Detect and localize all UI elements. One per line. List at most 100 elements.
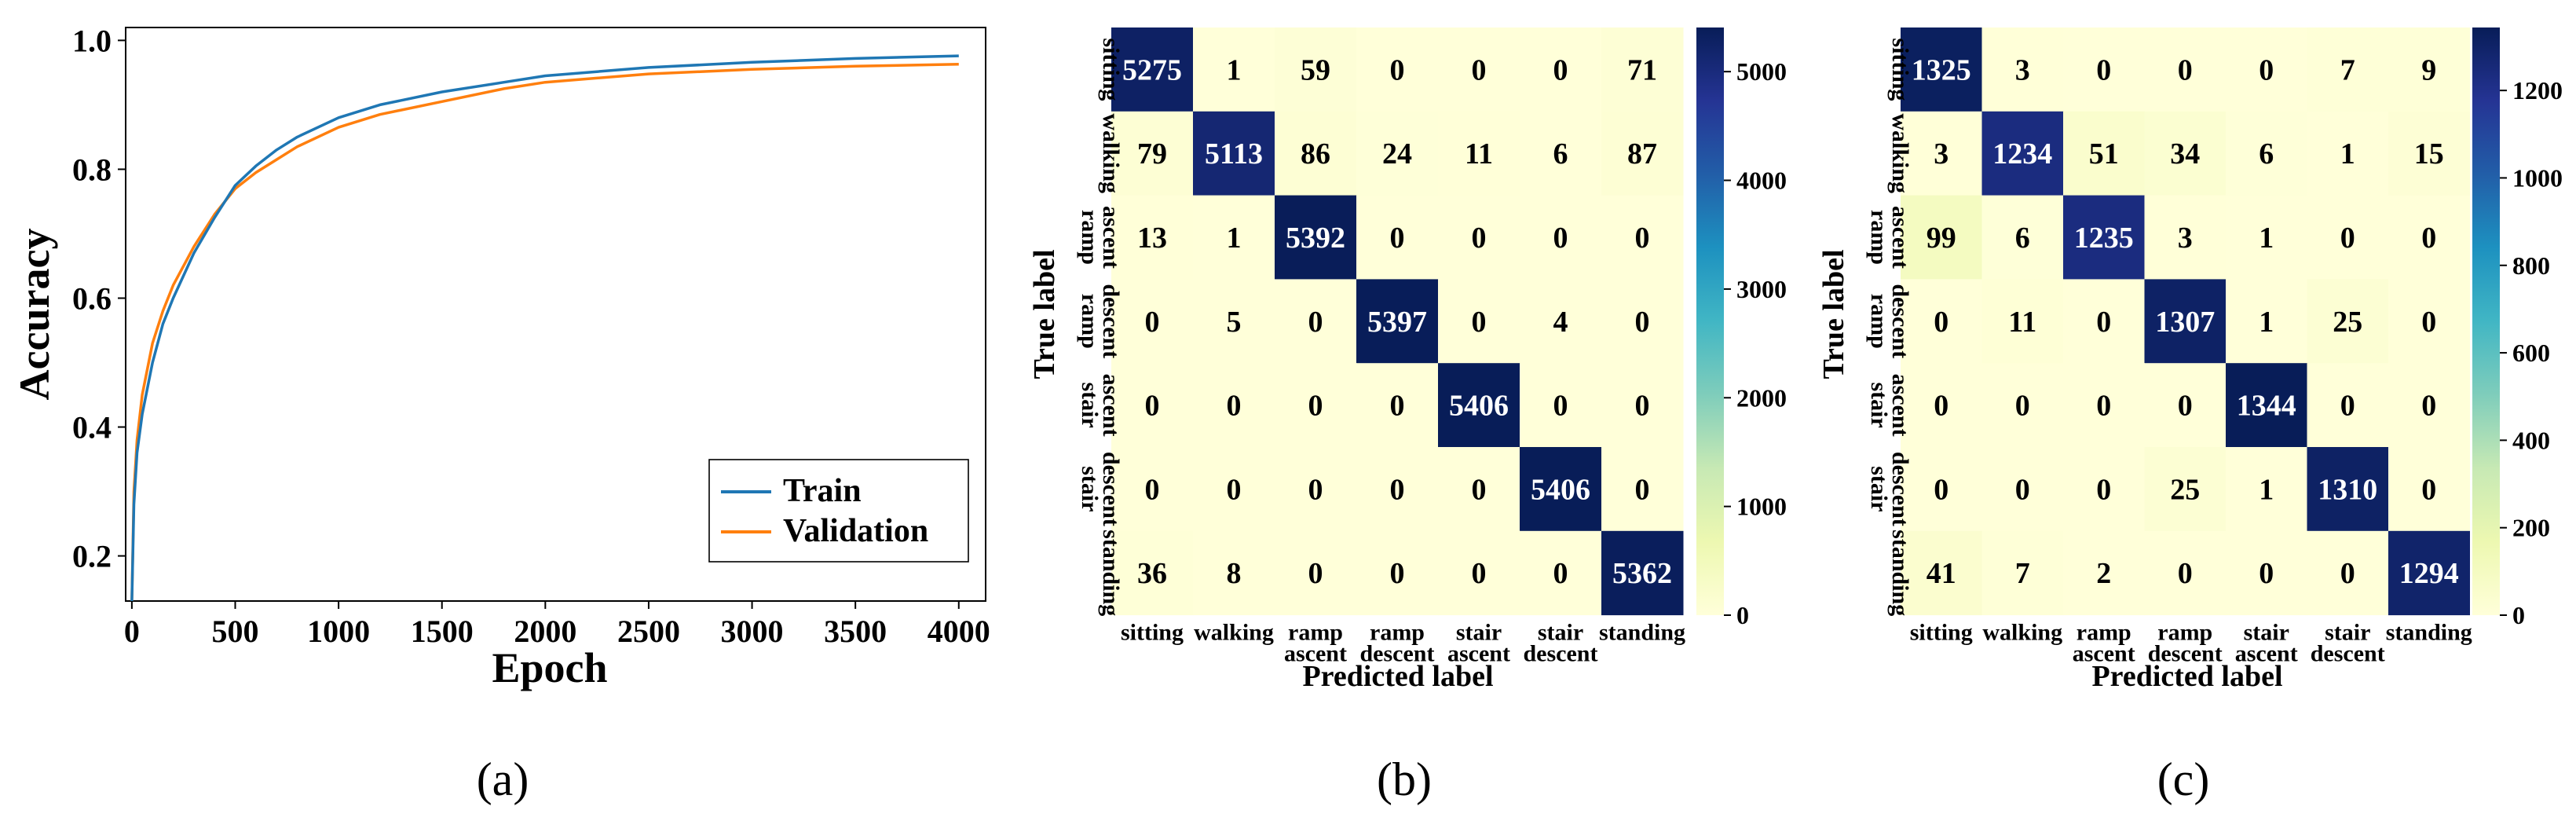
colorbar (2472, 27, 2500, 615)
axis-ticks: 0 500 1000 1500 2000 2500 3000 3500 4000 0.2 0.4 0.… (72, 23, 990, 649)
matrix-cell (2144, 27, 2227, 112)
cell-value: 0 (1390, 222, 1405, 255)
cell-value: 0 (1934, 473, 1948, 506)
cell-value: 8 (1227, 557, 1242, 590)
matrix-cell (1981, 530, 2064, 616)
cell-value: 5113 (1205, 137, 1263, 170)
cell-value: 0 (2096, 390, 2111, 423)
matrix-cell (1356, 195, 1439, 280)
matrix-cell (2063, 195, 2145, 280)
matrix-cell (1193, 447, 1275, 532)
panel-label-b: (b) (1377, 753, 1432, 805)
matrix-cell (1438, 195, 1520, 280)
colorbar-tick-label: 1200 (2512, 76, 2563, 104)
matrix-cell (1111, 27, 1194, 112)
matrix-cell (1520, 111, 1602, 196)
matrix-cell (2063, 279, 2145, 364)
cell-value: 6 (1553, 137, 1568, 170)
x-tick-label-walking: walking (1194, 620, 1274, 646)
matrix-cell (1601, 111, 1684, 196)
matrix-cell (2226, 530, 2307, 616)
y-tick-label: 0.8 (72, 152, 112, 187)
matrix-cell (1520, 363, 1602, 448)
matrix-cell (1901, 447, 1982, 532)
matrix-cell (1601, 27, 1684, 112)
cell-value: 0 (2421, 473, 2436, 506)
matrix-cell (1520, 530, 1602, 616)
cell-value: 3 (2178, 222, 2193, 255)
cell-value: 1310 (2318, 473, 2377, 506)
x-tick-label-ramp-ascent: ramp ascent (1284, 620, 1347, 667)
matrix-cell (1520, 195, 1602, 280)
matrix-cell (1601, 195, 1684, 280)
y-tick-label-standing: standing (1887, 530, 1913, 616)
matrix-cell (2226, 27, 2307, 112)
x-tick-label-stair-descent: stair descent (1524, 620, 1598, 667)
matrix-cell (1901, 111, 1982, 196)
y-tick-label-walking: walking (1098, 113, 1124, 193)
matrix-cell (1601, 363, 1684, 448)
matrix-cell (1901, 195, 1982, 280)
cell-value: 1 (2340, 137, 2355, 170)
matrix-cell (1275, 363, 1357, 448)
x-tick-label: 2500 (617, 614, 680, 649)
cell-value: 0 (2015, 390, 2030, 423)
matrix-cell (1438, 363, 1520, 448)
cell-value: 11 (2008, 306, 2036, 339)
matrix-cell (1438, 447, 1520, 532)
cell-value: 0 (2015, 473, 2030, 506)
matrix-cell (1901, 27, 1982, 112)
matrix-cell (1275, 27, 1357, 112)
legend-label-validation: Validation (783, 513, 928, 549)
x-tick-labels: sitting walking ramp ascent ramp descent stair… (1121, 620, 1685, 667)
matrix-cell (1275, 279, 1357, 364)
cell-value: 1 (2259, 306, 2274, 339)
cell-value: 0 (2096, 53, 2111, 86)
x-tick-label: 500 (212, 614, 259, 649)
cell-value: 0 (1472, 53, 1487, 86)
matrix-cell (1356, 447, 1439, 532)
matrix-cell (2388, 27, 2470, 112)
cell-value: 7 (2340, 53, 2355, 86)
matrix-cell (2307, 363, 2389, 448)
cell-value: 5406 (1449, 390, 1509, 423)
cell-value: 0 (1635, 306, 1650, 339)
matrix-cell (2226, 195, 2307, 280)
series-line-train (130, 54, 959, 602)
matrix-cell (2226, 279, 2307, 364)
x-tick-label-stair-ascent: stair ascent (1447, 620, 1510, 667)
cell-value: 0 (1553, 53, 1568, 86)
matrix-cell (1356, 279, 1439, 364)
cell-value: 1235 (2074, 222, 2134, 255)
x-tick-label: 1500 (411, 614, 474, 649)
matrix-cell (2388, 195, 2470, 280)
legend: Train Validation (708, 459, 969, 563)
cell-value: 7 (2015, 557, 2030, 590)
y-axis-label: Accuracy (11, 229, 58, 401)
colorbar-tick-label: 1000 (1736, 493, 1787, 521)
matrix-cell (2388, 111, 2470, 196)
matrix-cell (1981, 27, 2064, 112)
series-line-validation (130, 63, 959, 602)
matrix-cell (1111, 195, 1194, 280)
x-tick-labels: sitting walking ramp ascent ramp descent stair… (1910, 620, 2472, 667)
cell-value: 5406 (1531, 473, 1590, 506)
y-tick-labels: sitting walking rampascent rampdescent stair… (1077, 38, 1124, 616)
cell-value: 1 (1227, 222, 1242, 255)
cell-value: 1344 (2237, 390, 2296, 423)
x-tick-label-stair-descent: stair descent (2311, 620, 2385, 667)
colorbar-tick-label: 4000 (1736, 167, 1787, 195)
matrix-cell (1356, 530, 1439, 616)
cell-value: 86 (1301, 137, 1330, 170)
matrix-cell (1981, 447, 2064, 532)
y-axis-label: True label (1028, 249, 1061, 379)
x-axis-label: Epoch (492, 644, 607, 691)
x-tick-label: 3500 (824, 614, 887, 649)
y-tick-label-ramp-ascent: rampascent (1077, 206, 1124, 269)
cell-value: 0 (2096, 473, 2111, 506)
cell-value: 0 (2096, 306, 2111, 339)
cell-value: 0 (1934, 390, 1948, 423)
cell-value: 0 (2340, 557, 2355, 590)
